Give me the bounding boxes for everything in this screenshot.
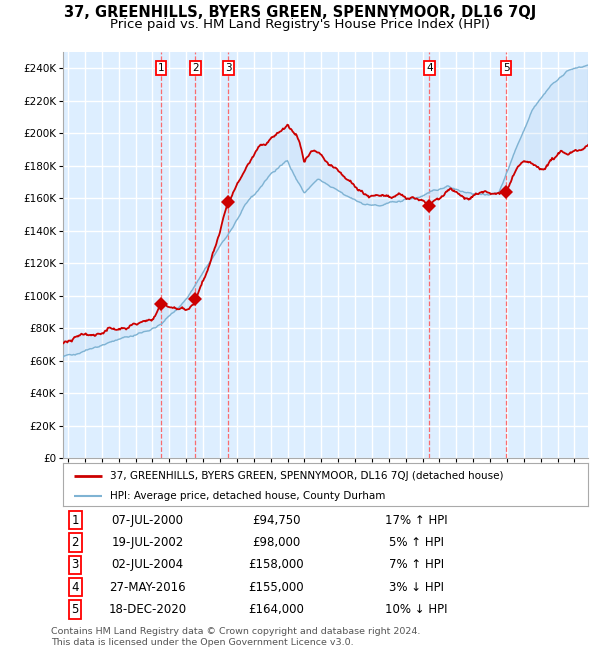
Text: £164,000: £164,000	[248, 603, 304, 616]
Text: 27-MAY-2016: 27-MAY-2016	[109, 580, 186, 593]
Text: 5% ↑ HPI: 5% ↑ HPI	[389, 536, 443, 549]
Text: HPI: Average price, detached house, County Durham: HPI: Average price, detached house, Coun…	[110, 491, 386, 501]
Text: 5: 5	[71, 603, 79, 616]
Text: Price paid vs. HM Land Registry's House Price Index (HPI): Price paid vs. HM Land Registry's House …	[110, 18, 490, 31]
Text: £155,000: £155,000	[249, 580, 304, 593]
Text: 02-JUL-2004: 02-JUL-2004	[112, 558, 184, 571]
Text: 3: 3	[71, 558, 79, 571]
Text: 4: 4	[71, 580, 79, 593]
Text: 1: 1	[71, 514, 79, 526]
Text: 37, GREENHILLS, BYERS GREEN, SPENNYMOOR, DL16 7QJ: 37, GREENHILLS, BYERS GREEN, SPENNYMOOR,…	[64, 5, 536, 20]
Text: 18-DEC-2020: 18-DEC-2020	[109, 603, 187, 616]
Text: £94,750: £94,750	[252, 514, 301, 526]
Text: £98,000: £98,000	[253, 536, 301, 549]
Text: 2: 2	[71, 536, 79, 549]
Text: Contains HM Land Registry data © Crown copyright and database right 2024.
This d: Contains HM Land Registry data © Crown c…	[51, 627, 421, 647]
Text: 37, GREENHILLS, BYERS GREEN, SPENNYMOOR, DL16 7QJ (detached house): 37, GREENHILLS, BYERS GREEN, SPENNYMOOR,…	[110, 471, 504, 481]
Text: 1: 1	[158, 63, 164, 73]
Text: 19-JUL-2002: 19-JUL-2002	[112, 536, 184, 549]
Text: 5: 5	[503, 63, 509, 73]
Text: 10% ↓ HPI: 10% ↓ HPI	[385, 603, 448, 616]
Text: £158,000: £158,000	[249, 558, 304, 571]
Text: 4: 4	[426, 63, 433, 73]
Text: 7% ↑ HPI: 7% ↑ HPI	[389, 558, 444, 571]
Text: 2: 2	[192, 63, 199, 73]
Text: 17% ↑ HPI: 17% ↑ HPI	[385, 514, 448, 526]
Text: 3% ↓ HPI: 3% ↓ HPI	[389, 580, 443, 593]
Text: 07-JUL-2000: 07-JUL-2000	[112, 514, 184, 526]
Text: 3: 3	[225, 63, 232, 73]
